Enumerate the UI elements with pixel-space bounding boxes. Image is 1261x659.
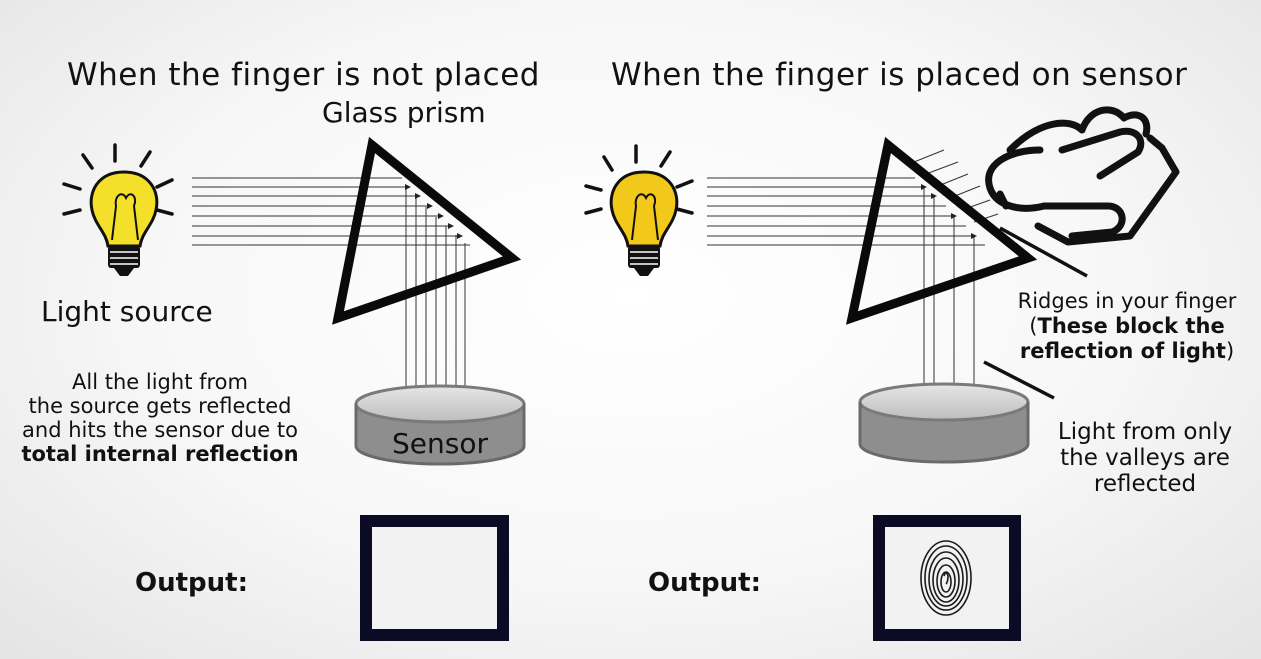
valleys-line-2: the valleys are <box>1060 445 1230 471</box>
valleys-pointer-line <box>983 360 1055 400</box>
tir-description: All the light from the source gets refle… <box>10 370 310 466</box>
right-output-label: Output: <box>648 568 761 598</box>
ridges-bold-1: These block the <box>1037 314 1225 338</box>
ridges-pointer-line <box>999 226 1088 278</box>
ridges-close-paren: ) <box>1225 339 1235 363</box>
left-output-frame <box>360 515 509 641</box>
valleys-line-3: reflected <box>1093 471 1197 497</box>
right-light-rays <box>707 177 985 246</box>
right-panel-title: When the finger is placed on sensor <box>611 57 1188 93</box>
finger-hand-icon <box>985 106 1180 246</box>
tir-description-line-3: and hits the sensor due to <box>22 418 298 442</box>
fingerprint-icon <box>920 540 972 616</box>
tir-description-line-1: All the light from <box>72 370 248 394</box>
tir-description-bold: total internal reflection <box>21 442 299 466</box>
right-output-frame <box>873 515 1021 641</box>
left-glass-prism <box>332 136 522 325</box>
valleys-annotation: Light from only the valleys are reflecte… <box>1040 419 1250 497</box>
ridges-open-paren: ( <box>1029 314 1038 338</box>
left-sensor <box>354 384 526 466</box>
ridges-annotation: Ridges in your finger (These block the r… <box>992 289 1261 364</box>
valleys-line-1: Light from only <box>1057 419 1233 445</box>
left-panel-title: When the finger is not placed <box>67 57 540 93</box>
left-light-rays <box>192 177 470 246</box>
left-reflected-rays <box>403 188 468 408</box>
left-output-label: Output: <box>135 568 248 598</box>
left-light-bulb-icon <box>62 143 174 276</box>
tir-description-line-2: the source gets reflected <box>28 394 292 418</box>
ridges-line-1: Ridges in your finger <box>1017 289 1237 313</box>
ridges-bold-2: reflection of light <box>1019 339 1226 363</box>
right-glass-prism <box>845 136 1038 325</box>
right-sensor <box>858 382 1030 464</box>
right-reflected-rays <box>921 188 977 406</box>
light-source-label: Light source <box>41 295 213 328</box>
right-light-bulb-icon <box>584 144 694 276</box>
sensor-label: Sensor <box>392 427 488 460</box>
glass-prism-label: Glass prism <box>322 96 486 129</box>
